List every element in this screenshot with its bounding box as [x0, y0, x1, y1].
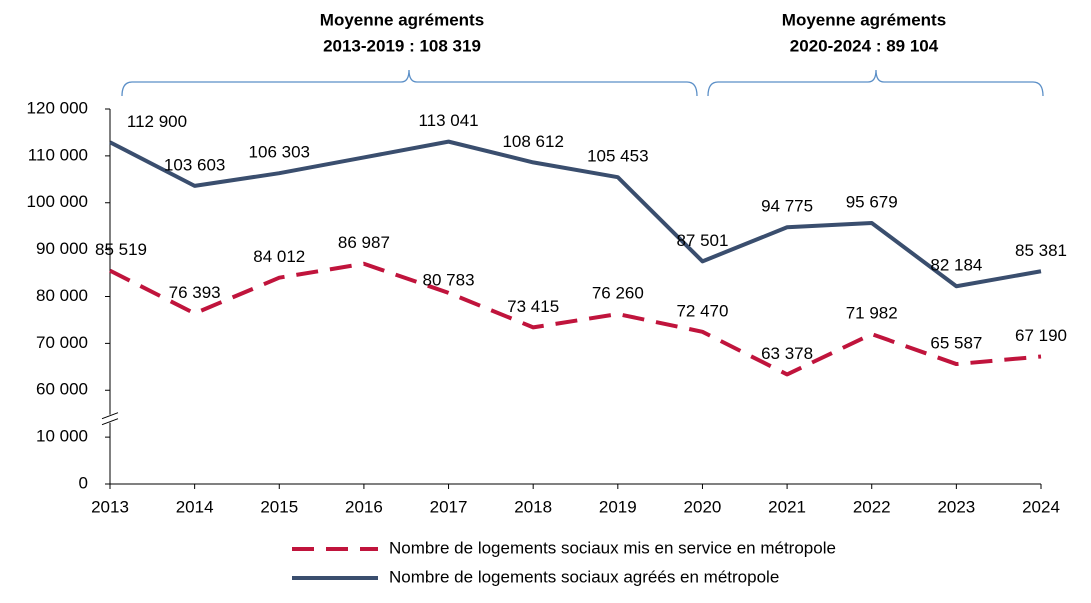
data-label: 85 381 — [1015, 241, 1067, 260]
annotation-bracket — [121, 69, 698, 97]
data-label: 84 012 — [253, 247, 305, 266]
y-tick-label: 100 000 — [27, 192, 88, 211]
annotation: Moyenne agréments — [320, 10, 484, 29]
data-label: 113 041 — [418, 111, 478, 130]
data-label: 65 587 — [930, 334, 982, 353]
y-tick-label: 70 000 — [36, 333, 88, 352]
x-tick-label: 2019 — [599, 497, 637, 516]
data-label: 86 987 — [338, 233, 390, 252]
annotation-bracket — [707, 69, 1044, 97]
axis-break — [101, 412, 119, 420]
y-tick-label: 110 000 — [28, 145, 88, 164]
data-label: 73 415 — [507, 297, 559, 316]
data-label: 76 393 — [169, 283, 221, 302]
axis-break-gap — [102, 414, 118, 423]
data-label: 63 378 — [761, 344, 813, 363]
data-label: 108 612 — [502, 132, 563, 151]
data-label: 103 603 — [164, 155, 225, 174]
data-label: 106 303 — [249, 143, 310, 162]
annotation: 2020-2024 : 89 104 — [790, 36, 939, 55]
x-tick-label: 2022 — [853, 497, 891, 516]
data-label: 105 453 — [587, 147, 648, 166]
y-tick-label: 120 000 — [27, 98, 88, 117]
annotation: 2013-2019 : 108 319 — [323, 36, 481, 55]
x-tick-label: 2018 — [514, 497, 552, 516]
series-line — [109, 261, 1042, 377]
x-tick-label: 2024 — [1022, 497, 1060, 516]
data-label: 67 190 — [1015, 326, 1067, 345]
data-label: 80 783 — [423, 270, 475, 289]
x-tick-label: 2023 — [937, 497, 975, 516]
data-label: 112 900 — [127, 112, 187, 131]
data-label: 76 260 — [592, 284, 644, 303]
x-tick-label: 2015 — [260, 497, 298, 516]
data-label: 95 679 — [846, 192, 898, 211]
x-tick-label: 2016 — [345, 497, 383, 516]
y-tick-label: 60 000 — [36, 380, 88, 399]
x-tick-label: 2020 — [684, 497, 722, 516]
legend-label: Nombre de logements sociaux agréés en mé… — [389, 567, 779, 586]
data-label: 85 519 — [95, 240, 147, 259]
annotation: Moyenne agréments — [782, 10, 946, 29]
axis-break — [101, 418, 119, 426]
series-line — [109, 139, 1042, 289]
data-label: 94 775 — [761, 197, 813, 216]
x-tick-label: 2014 — [176, 497, 214, 516]
y-tick-label: 0 — [79, 473, 88, 492]
legend-label: Nombre de logements sociaux mis en servi… — [389, 538, 836, 557]
data-label: 82 184 — [930, 256, 982, 275]
x-tick-label: 2017 — [430, 497, 468, 516]
y-tick-label: 10 000 — [36, 427, 88, 446]
data-label: 71 982 — [846, 304, 898, 323]
x-tick-label: 2021 — [768, 497, 806, 516]
data-label: 87 501 — [676, 231, 728, 250]
y-tick-label: 90 000 — [36, 239, 88, 258]
y-tick-label: 80 000 — [36, 286, 88, 305]
x-tick-label: 2013 — [91, 497, 129, 516]
data-label: 72 470 — [676, 301, 728, 320]
